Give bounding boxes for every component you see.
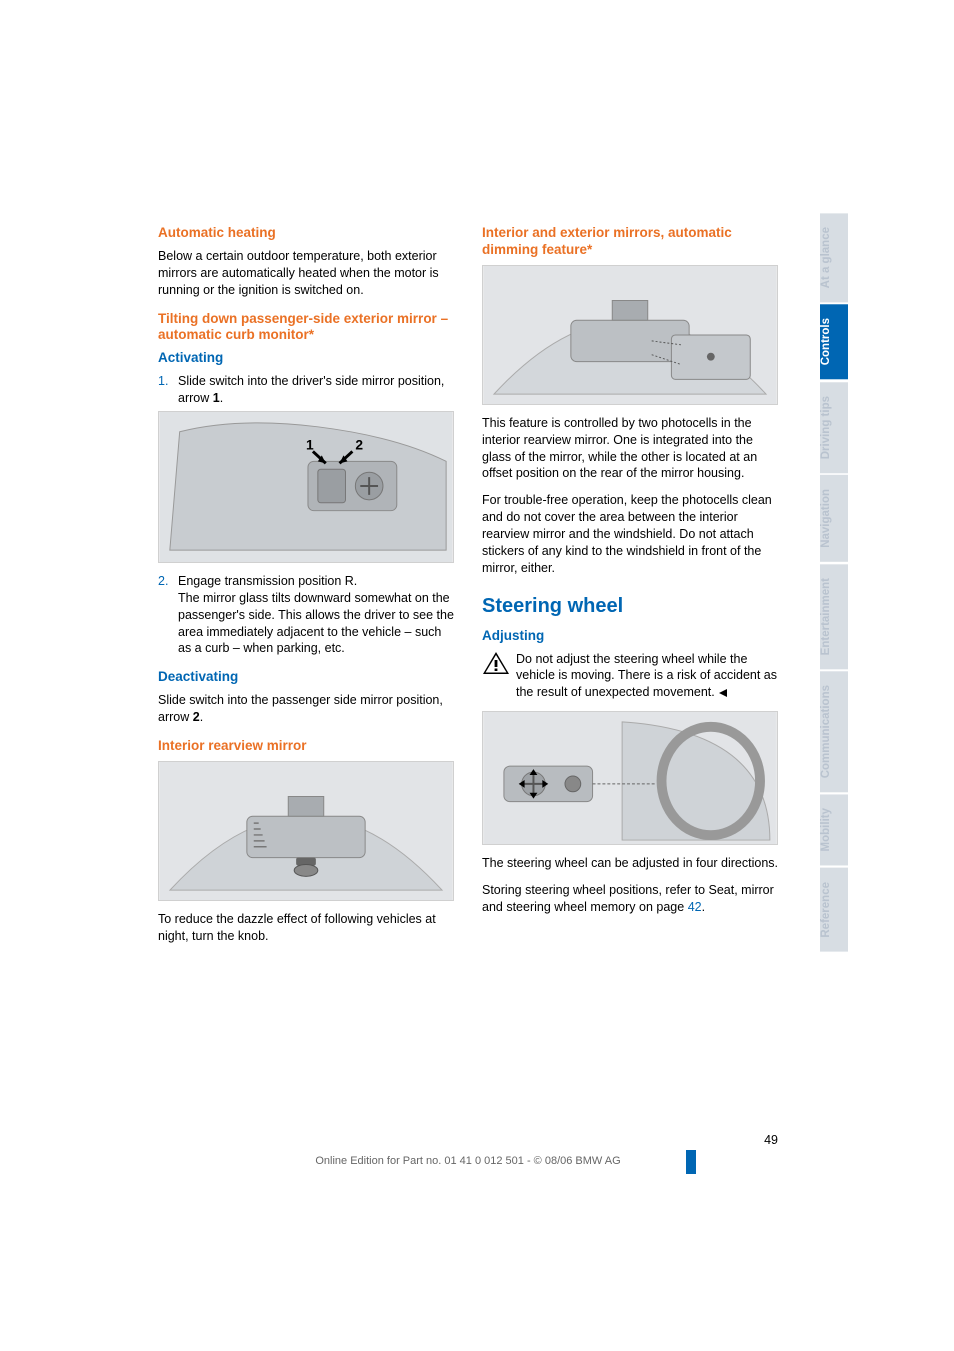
text-steering-p2: Storing steering wheel positions, refer … <box>482 882 778 916</box>
text-dimming-p1: This feature is controlled by two photoc… <box>482 415 778 483</box>
list-number-1: 1. <box>158 373 178 407</box>
footer: Online Edition for Part no. 01 41 0 012 … <box>158 1133 778 1167</box>
activating-step-2: 2. Engage transmission position R. The m… <box>158 573 454 657</box>
warning-steering: Do not adjust the steering wheel while t… <box>482 651 778 702</box>
text-interior-mirror: To reduce the dazzle effect of following… <box>158 911 454 945</box>
page-root: Automatic heating Below a certain outdoo… <box>0 0 954 1351</box>
text-deactivating: Slide switch into the passenger side mir… <box>158 692 454 726</box>
side-tabs: At a glance Controls Driving tips Naviga… <box>820 213 848 953</box>
content-columns: Automatic heating Below a certain outdoo… <box>158 225 778 955</box>
list-number-2: 2. <box>158 573 178 657</box>
svg-text:1: 1 <box>306 436 314 452</box>
activating-step-1: 1. Slide switch into the driver's side m… <box>158 373 454 407</box>
end-marker-icon <box>718 688 728 698</box>
deact-end: . <box>200 710 203 724</box>
deact-bold: 2 <box>193 710 200 724</box>
list-body-2: Engage transmission position R. The mirr… <box>178 573 454 657</box>
tab-at-a-glance[interactable]: At a glance <box>820 213 848 302</box>
steering-p2b: . <box>702 900 705 914</box>
list-body-1: Slide switch into the driver's side mirr… <box>178 373 454 407</box>
figure-interior-mirror <box>158 761 454 901</box>
heading-activating: Activating <box>158 350 454 367</box>
figure-dimming-mirror <box>482 265 778 405</box>
heading-adjusting: Adjusting <box>482 628 778 645</box>
steering-p2a: Storing steering wheel positions, refer … <box>482 883 774 914</box>
tab-mobility[interactable]: Mobility <box>820 794 848 865</box>
step1-bold: 1 <box>213 391 220 405</box>
figure-mirror-switch: 1 2 <box>158 411 454 563</box>
text-automatic-heating: Below a certain outdoor temperature, bot… <box>158 248 454 299</box>
warning-icon <box>482 651 510 675</box>
heading-interior-mirror: Interior rearview mirror <box>158 738 454 755</box>
heading-tilting-mirror: Tilting down passenger-side exterior mir… <box>158 311 454 345</box>
tab-entertainment[interactable]: Entertainment <box>820 564 848 669</box>
text-dimming-p2: For trouble-free operation, keep the pho… <box>482 492 778 576</box>
tab-driving-tips[interactable]: Driving tips <box>820 382 848 473</box>
heading-deactivating: Deactivating <box>158 669 454 686</box>
right-column: Interior and exterior mirrors, automatic… <box>482 225 778 955</box>
tab-navigation[interactable]: Navigation <box>820 475 848 562</box>
text-steering-p1: The steering wheel can be adjusted in fo… <box>482 855 778 872</box>
warning-text: Do not adjust the steering wheel while t… <box>516 651 778 702</box>
warn-body: Do not adjust the steering wheel while t… <box>516 652 777 700</box>
figure-steering-adjust <box>482 711 778 845</box>
heading-automatic-heating: Automatic heating <box>158 225 454 242</box>
tab-communications[interactable]: Communications <box>820 671 848 792</box>
step1-end: . <box>220 391 223 405</box>
footer-line: Online Edition for Part no. 01 41 0 012 … <box>158 1155 778 1167</box>
left-column: Automatic heating Below a certain outdoo… <box>158 225 454 955</box>
page-link-42[interactable]: 42 <box>688 900 702 914</box>
svg-text:2: 2 <box>355 436 363 452</box>
heading-dimming: Interior and exterior mirrors, automatic… <box>482 225 778 259</box>
tab-reference[interactable]: Reference <box>820 868 848 952</box>
heading-steering-wheel: Steering wheel <box>482 595 778 618</box>
tab-controls[interactable]: Controls <box>820 304 848 379</box>
